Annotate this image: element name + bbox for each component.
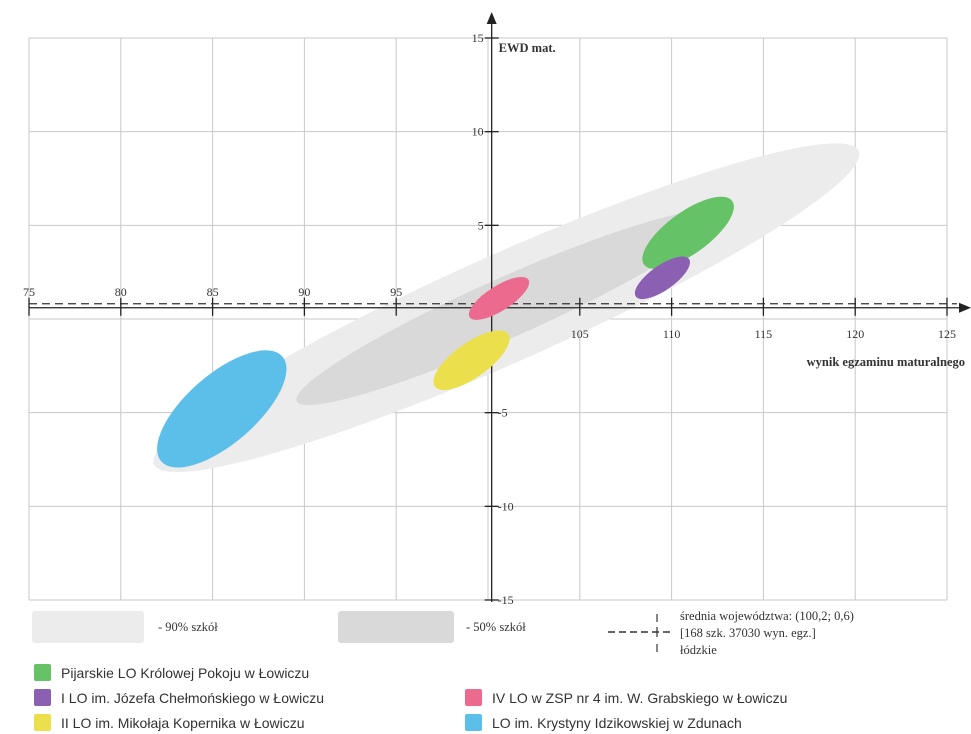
band90-legend-label: - 90% szkół	[158, 620, 218, 634]
x-tick-label: 115	[755, 327, 773, 341]
band90-legend-swatch	[32, 611, 144, 643]
reference-line-legend-line: łódzkie	[680, 643, 717, 657]
y-tick-label: 15	[472, 31, 484, 45]
legend-label: II LO im. Mikołaja Kopernika w Łowiczu	[61, 714, 305, 731]
legend-swatch	[465, 714, 482, 731]
legend-item-i-lo: I LO im. Józefa Chełmońskiego w Łowiczu	[34, 689, 324, 706]
reference-line-legend-line: średnia województwa: (100,2; 0,6)	[680, 609, 854, 623]
legend-swatch	[34, 714, 51, 731]
x-tick-label: 95	[390, 285, 402, 299]
legend-item-pijarskie: Pijarskie LO Królowej Pokoju w Łowiczu	[34, 664, 309, 681]
band50-legend-swatch	[338, 611, 454, 643]
legend-label: LO im. Krystyny Idzikowskiej w Zdunach	[492, 714, 742, 731]
x-tick-label: 85	[207, 285, 219, 299]
school-ellipse	[468, 276, 530, 320]
x-axis-title: wynik egzaminu maturalnego	[807, 355, 965, 369]
y-axis-arrow	[486, 12, 497, 24]
x-axis-arrow	[959, 302, 971, 313]
school-ellipse	[433, 330, 510, 390]
y-tick-label: 10	[472, 125, 484, 139]
x-tick-label: 75	[23, 285, 35, 299]
legend-label: IV LO w ZSP nr 4 im. W. Grabskiego w Łow…	[492, 689, 788, 706]
band90-legend: - 90% szkół	[32, 607, 312, 643]
legend-swatch	[34, 664, 51, 681]
legend-swatch	[34, 689, 51, 706]
legend-label: Pijarskie LO Królowej Pokoju w Łowiczu	[61, 664, 310, 681]
legend-swatch	[465, 689, 482, 706]
legend-item-iv-lo: IV LO w ZSP nr 4 im. W. Grabskiego w Łow…	[465, 689, 787, 706]
y-tick-label: -5	[498, 406, 508, 420]
y-tick-label: -10	[498, 499, 514, 513]
legend-item-ii-lo: II LO im. Mikołaja Kopernika w Łowiczu	[34, 714, 305, 731]
y-tick-label: -15	[498, 593, 514, 607]
x-tick-label: 105	[571, 327, 589, 341]
reference-line-legend-line: [168 szk. 37030 wyn. egz.]	[680, 626, 816, 640]
reference-line-legend-text: średnia województwa: (100,2; 0,6) [168 s…	[680, 608, 854, 659]
reference-line-legend-symbol	[608, 614, 670, 652]
school-ellipse	[634, 256, 690, 300]
x-tick-label: 120	[846, 327, 864, 341]
band50-legend-label: - 50% szkół	[466, 620, 526, 634]
band50-legend: - 50% szkół	[338, 607, 598, 643]
school-ellipse	[157, 350, 287, 468]
y-tick-label: 5	[478, 218, 484, 232]
x-tick-label: 90	[298, 285, 310, 299]
x-tick-label: 110	[663, 327, 681, 341]
legend-item-lo-zduny: LO im. Krystyny Idzikowskiej w Zdunach	[465, 714, 742, 731]
y-axis-title: EWD mat.	[499, 41, 556, 55]
x-tick-label: 125	[938, 327, 956, 341]
school-ellipse	[642, 196, 734, 269]
x-tick-label: 80	[115, 285, 127, 299]
legend-label: I LO im. Józefa Chełmońskiego w Łowiczu	[61, 689, 324, 706]
